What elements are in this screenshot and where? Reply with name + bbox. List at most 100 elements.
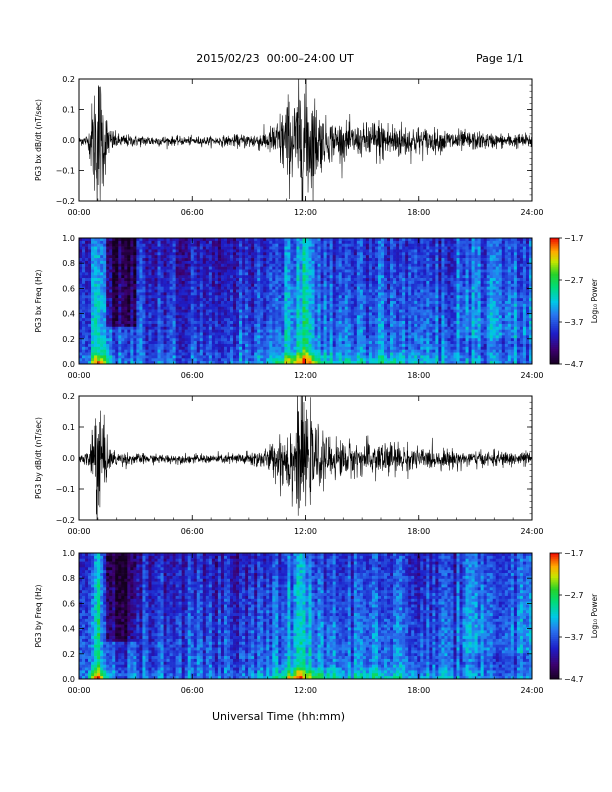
heatmap-cell <box>320 275 324 279</box>
heatmap-cell <box>251 352 255 356</box>
heatmap-cell <box>293 312 297 316</box>
heatmap-cell <box>290 238 294 242</box>
heatmap-cell <box>157 341 161 345</box>
heatmap-cell <box>121 323 125 328</box>
heatmap-cell <box>381 260 385 265</box>
heatmap-cell <box>178 309 182 313</box>
heatmap-cell <box>266 346 270 350</box>
heatmap-cell <box>142 358 146 362</box>
heatmap-cell <box>371 266 376 270</box>
heatmap-cell <box>181 349 185 353</box>
heatmap-cell <box>214 346 219 350</box>
heatmap-cell <box>115 289 119 293</box>
heatmap-cell <box>100 298 104 302</box>
heatmap-cell <box>88 321 92 325</box>
heatmap-cell <box>365 295 370 299</box>
heatmap-cell <box>365 263 370 267</box>
heatmap-cell <box>184 303 189 308</box>
heatmap-cell <box>245 318 249 322</box>
heatmap-cell <box>91 338 95 342</box>
heatmap-cell <box>136 349 140 353</box>
heatmap-cell <box>106 301 110 305</box>
heatmap-cell <box>187 318 192 322</box>
heatmap-cell <box>393 243 397 247</box>
heatmap-cell <box>124 295 128 299</box>
heatmap-cell <box>242 243 246 247</box>
heatmap-cell <box>193 352 198 356</box>
heatmap-cell <box>193 335 198 339</box>
heatmap-cell <box>115 343 119 348</box>
heatmap-cell <box>106 306 110 310</box>
heatmap-cell <box>248 269 252 273</box>
heatmap-cell <box>130 266 134 270</box>
heatmap-cell <box>230 292 234 296</box>
heatmap-cell <box>163 355 167 359</box>
heatmap-cell <box>338 358 343 362</box>
heatmap-cell <box>130 361 134 365</box>
heatmap-cell <box>299 240 303 245</box>
heatmap-cell <box>308 323 312 328</box>
heatmap-cell <box>332 298 336 302</box>
heatmap-cell <box>402 243 406 247</box>
heatmap-cell <box>332 338 336 342</box>
heatmap-cell <box>314 246 318 250</box>
heatmap-cell <box>236 329 240 333</box>
heatmap-cell <box>344 298 349 302</box>
heatmap-cell <box>275 321 279 325</box>
heatmap-cell <box>356 338 361 342</box>
heatmap-cell <box>320 278 324 282</box>
heatmap-cell <box>266 269 270 273</box>
heatmap-cell <box>136 266 140 270</box>
heatmap-cell <box>323 323 327 328</box>
heatmap-cell <box>275 295 279 299</box>
heatmap-cell <box>414 272 418 276</box>
heatmap-cell <box>233 289 237 293</box>
heatmap-cell <box>359 303 364 308</box>
heatmap-cell <box>399 309 403 313</box>
heatmap-cell <box>196 315 201 319</box>
heatmap-cell <box>157 286 161 290</box>
heatmap-cell <box>381 298 385 302</box>
heatmap-cell <box>338 332 343 336</box>
heatmap-cell <box>269 303 273 308</box>
heatmap-cell <box>94 329 98 333</box>
heatmap-cell <box>190 346 195 350</box>
heatmap-cell <box>269 263 273 267</box>
heatmap-cell <box>374 329 379 333</box>
heatmap-cell <box>202 321 207 325</box>
heatmap-cell <box>178 346 182 350</box>
heatmap-cell <box>263 289 267 293</box>
heatmap-cell <box>365 243 370 247</box>
heatmap-cell <box>103 295 107 299</box>
heatmap-cell <box>248 349 252 353</box>
heatmap-cell <box>402 332 406 336</box>
heatmap-cell <box>233 343 237 348</box>
heatmap-cell <box>266 283 270 287</box>
heatmap-cell <box>124 289 128 293</box>
heatmap-cell <box>208 309 213 313</box>
heatmap-cell <box>260 352 264 356</box>
heatmap-cell <box>91 289 95 293</box>
heatmap-cell <box>136 326 140 330</box>
heatmap-cell <box>208 306 213 310</box>
heatmap-cell <box>202 275 207 279</box>
heatmap-cell <box>91 358 95 362</box>
heatmap-cell <box>190 269 195 273</box>
heatmap-cell <box>399 243 403 247</box>
heatmap-cell <box>356 346 361 350</box>
heatmap-cell <box>305 266 309 270</box>
heatmap-cell <box>130 301 134 305</box>
heatmap-cell <box>335 255 340 259</box>
heatmap-cell <box>278 346 282 350</box>
heatmap-cell <box>220 346 225 350</box>
heatmap-cell <box>193 283 198 287</box>
heatmap-cell <box>187 323 192 328</box>
heatmap-cell <box>103 346 107 350</box>
heatmap-cell <box>118 315 122 319</box>
heatmap-cell <box>314 292 318 296</box>
heatmap-cell <box>211 298 216 302</box>
heatmap-cell <box>230 343 234 348</box>
heatmap-cell <box>381 258 385 262</box>
heatmap-cell <box>151 289 155 293</box>
heatmap-cell <box>269 346 273 350</box>
